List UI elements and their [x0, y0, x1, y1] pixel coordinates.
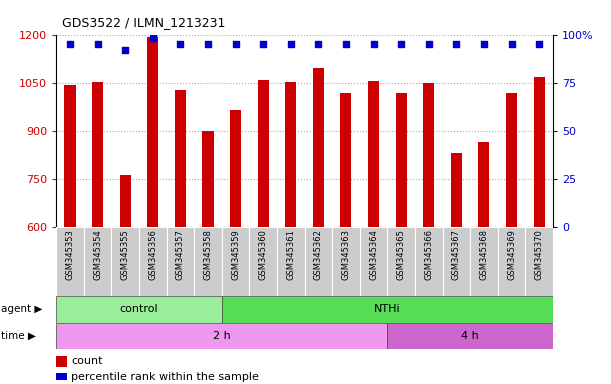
Text: control: control — [120, 304, 158, 314]
Point — [424, 41, 434, 47]
Bar — [387, 323, 553, 349]
Text: GSM345368: GSM345368 — [480, 229, 488, 280]
Bar — [305, 227, 332, 296]
Bar — [92, 82, 103, 227]
Bar — [222, 296, 553, 323]
Bar — [139, 227, 167, 296]
Point — [452, 41, 461, 47]
Text: GSM345363: GSM345363 — [342, 229, 351, 280]
Point — [175, 41, 185, 47]
Bar — [498, 227, 525, 296]
Bar — [533, 77, 544, 227]
Text: time ▶: time ▶ — [1, 331, 36, 341]
Text: GSM345361: GSM345361 — [287, 229, 295, 280]
Bar — [340, 93, 351, 227]
Bar — [451, 153, 462, 227]
Bar — [313, 68, 324, 227]
Point — [479, 41, 489, 47]
Text: GSM345358: GSM345358 — [203, 229, 213, 280]
Bar — [65, 85, 76, 227]
Bar — [332, 227, 360, 296]
Text: GSM345360: GSM345360 — [258, 229, 268, 280]
Bar — [285, 82, 296, 227]
Bar — [84, 227, 111, 296]
Bar — [167, 227, 194, 296]
Bar — [194, 227, 222, 296]
Bar — [470, 227, 498, 296]
Point — [313, 41, 323, 47]
Point — [65, 41, 75, 47]
Bar — [120, 175, 131, 227]
Point — [368, 41, 378, 47]
Point — [507, 41, 516, 47]
Bar — [360, 227, 387, 296]
Text: GSM345354: GSM345354 — [93, 229, 102, 280]
Text: GSM345362: GSM345362 — [314, 229, 323, 280]
Point — [397, 41, 406, 47]
Bar — [56, 296, 222, 323]
Point — [93, 41, 103, 47]
Bar — [175, 89, 186, 227]
Text: 2 h: 2 h — [213, 331, 231, 341]
Text: GSM345365: GSM345365 — [397, 229, 406, 280]
Text: percentile rank within the sample: percentile rank within the sample — [71, 372, 259, 382]
Bar — [368, 81, 379, 227]
Text: GSM345367: GSM345367 — [452, 229, 461, 280]
Point — [148, 35, 158, 41]
Text: GSM345353: GSM345353 — [65, 229, 75, 280]
Text: GSM345357: GSM345357 — [176, 229, 185, 280]
Point — [534, 41, 544, 47]
Text: NTHi: NTHi — [374, 304, 401, 314]
Text: count: count — [71, 356, 103, 366]
Point — [258, 41, 268, 47]
Bar — [56, 227, 84, 296]
Text: GSM345355: GSM345355 — [121, 229, 130, 280]
Bar — [249, 227, 277, 296]
Text: 4 h: 4 h — [461, 331, 479, 341]
Point — [286, 41, 296, 47]
Text: agent ▶: agent ▶ — [1, 304, 43, 314]
Point — [203, 41, 213, 47]
Bar — [111, 227, 139, 296]
Text: GDS3522 / ILMN_1213231: GDS3522 / ILMN_1213231 — [62, 16, 225, 29]
Point — [231, 41, 241, 47]
Bar — [202, 131, 213, 227]
Text: GSM345356: GSM345356 — [148, 229, 157, 280]
Bar — [442, 227, 470, 296]
Text: GSM345359: GSM345359 — [231, 229, 240, 280]
Point — [341, 41, 351, 47]
Bar — [525, 227, 553, 296]
Bar — [230, 110, 241, 227]
Bar — [56, 323, 387, 349]
Bar — [387, 227, 415, 296]
Bar — [147, 37, 158, 227]
Text: GSM345364: GSM345364 — [369, 229, 378, 280]
Bar — [506, 93, 517, 227]
Text: GSM345369: GSM345369 — [507, 229, 516, 280]
Bar — [222, 227, 249, 296]
Text: GSM345370: GSM345370 — [535, 229, 544, 280]
Bar — [423, 83, 434, 227]
Bar — [277, 227, 305, 296]
Point — [120, 47, 130, 53]
Bar — [258, 80, 269, 227]
Bar — [396, 93, 407, 227]
Bar — [415, 227, 442, 296]
Bar — [478, 142, 489, 227]
Text: GSM345366: GSM345366 — [424, 229, 433, 280]
